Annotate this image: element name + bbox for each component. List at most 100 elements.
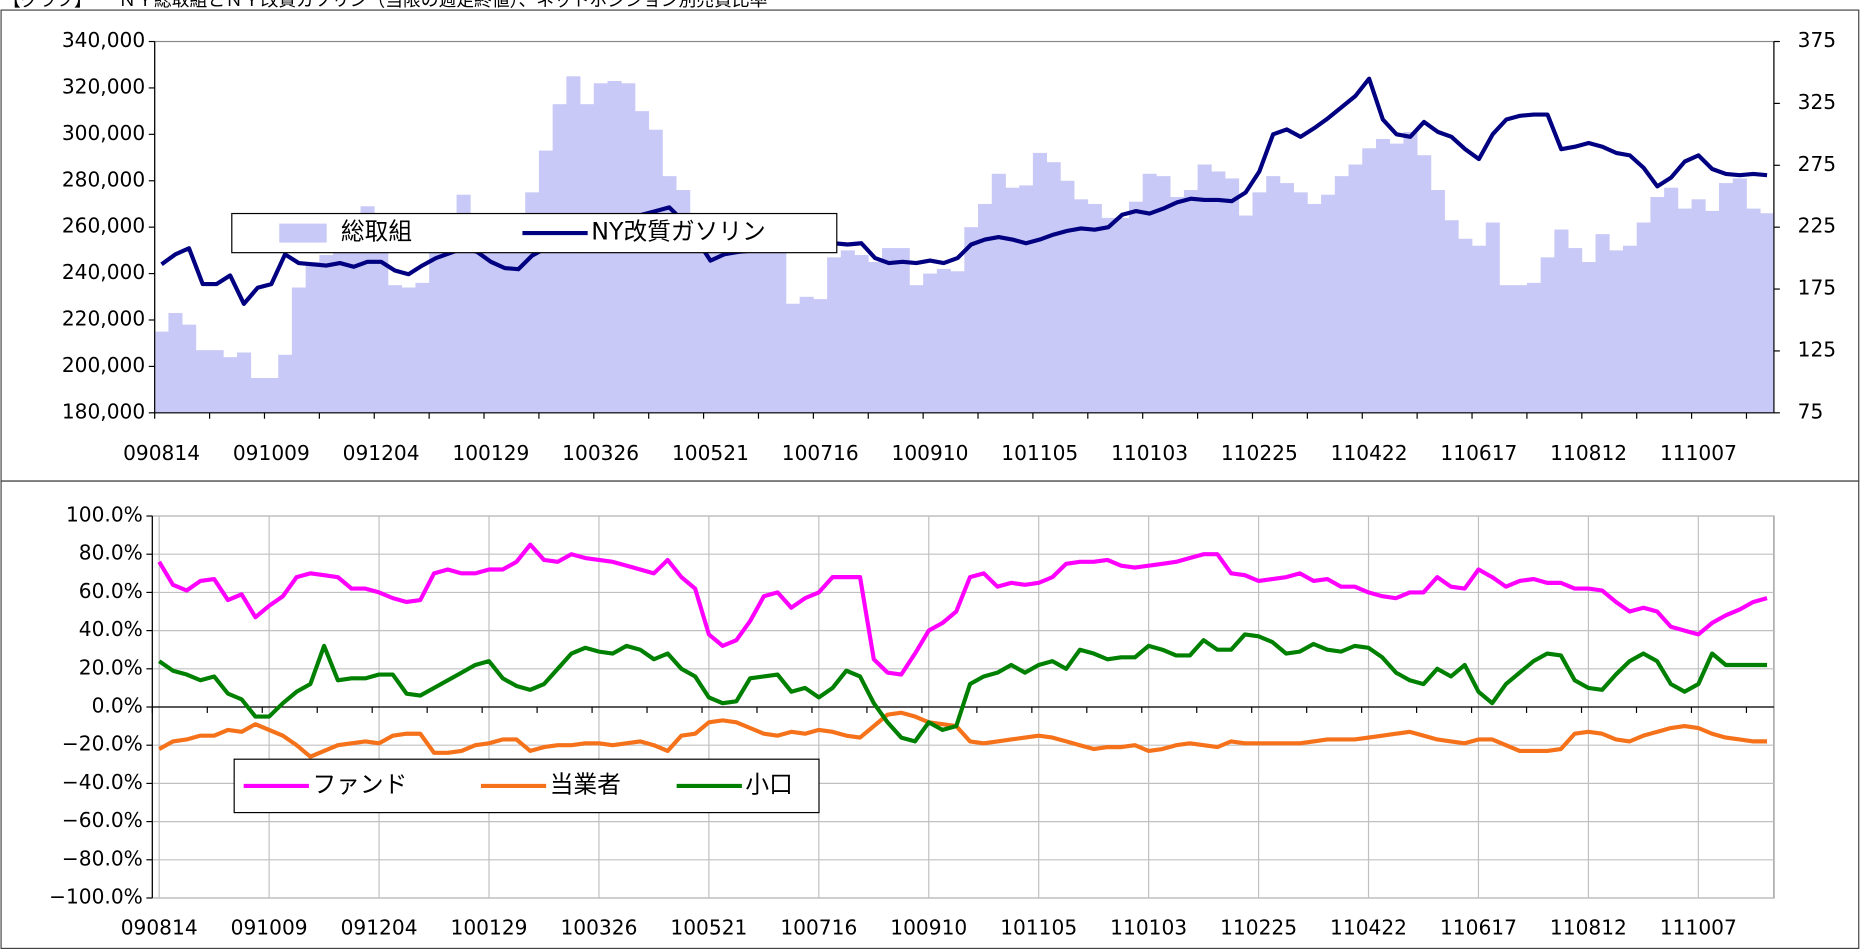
bar: [717, 250, 732, 413]
bar: [1156, 176, 1171, 413]
bar: [785, 303, 800, 413]
bar: [168, 313, 183, 413]
bar: [1732, 178, 1747, 413]
x-tick-label: 090814: [121, 915, 198, 939]
bar: [1266, 176, 1281, 413]
bar: [497, 245, 512, 413]
bar: [1417, 155, 1432, 413]
x-tick-label: 091204: [341, 915, 418, 939]
bar: [854, 255, 869, 413]
bar: [580, 104, 595, 413]
bar: [360, 206, 375, 413]
bar: [1019, 185, 1034, 413]
y-tick-label: −20.0%: [62, 732, 143, 756]
bar: [978, 203, 993, 413]
bar: [1430, 190, 1445, 413]
x-tick-label: 110225: [1221, 441, 1298, 465]
bar: [1348, 164, 1363, 413]
bar: [195, 350, 210, 413]
bar: [1458, 238, 1473, 413]
bar: [703, 238, 718, 413]
bar: [538, 150, 553, 413]
y2-tick-label: 375: [1798, 28, 1836, 52]
bar: [209, 350, 224, 413]
bar: [895, 248, 910, 413]
y2-tick-label: 325: [1798, 90, 1836, 114]
legend-label: 当業者: [550, 770, 621, 798]
bar: [1444, 220, 1459, 413]
bar: [1472, 245, 1487, 413]
bar: [1485, 222, 1500, 413]
bar: [1526, 282, 1542, 413]
x-tick-label: 090814: [123, 441, 200, 465]
bar: [1279, 183, 1294, 413]
bar: [1115, 217, 1130, 413]
bar: [1554, 229, 1569, 413]
y-tick-label: 260,000: [62, 214, 145, 238]
bar: [223, 357, 238, 413]
bar: [291, 287, 306, 413]
y-tick-label: 320,000: [62, 74, 145, 98]
bar: [799, 296, 814, 413]
legend-label: 総取組: [341, 218, 412, 246]
bar: [827, 257, 842, 413]
bar: [1101, 217, 1116, 413]
x-tick-label: 091009: [233, 441, 310, 465]
bar: [1074, 199, 1089, 413]
bar: [511, 227, 526, 413]
bar: [1252, 192, 1267, 413]
x-tick-label: 100716: [782, 441, 859, 465]
y-tick-label: 340,000: [62, 28, 145, 52]
x-tick-label: 110617: [1440, 441, 1517, 465]
bar: [182, 324, 197, 413]
bar: [1005, 187, 1020, 413]
x-tick-label: 100129: [451, 915, 528, 939]
bar: [154, 331, 169, 413]
bar: [415, 282, 430, 413]
bar: [1170, 196, 1185, 413]
bar: [470, 222, 485, 413]
bar: [1636, 222, 1651, 413]
bar: [1060, 180, 1075, 413]
bar: [278, 354, 293, 413]
bar: [1540, 257, 1555, 413]
bar: [689, 222, 704, 413]
legend-label: 小口: [745, 770, 792, 798]
x-tick-label: 100910: [890, 915, 967, 939]
bar: [1664, 187, 1679, 413]
bar: [744, 238, 759, 413]
bar: [1609, 250, 1624, 413]
bar: [1705, 210, 1720, 413]
bar: [1046, 162, 1061, 413]
bar: [648, 129, 663, 413]
bar: [772, 248, 787, 413]
bar: [1499, 285, 1514, 413]
bar: [1211, 171, 1226, 413]
bar: [1334, 176, 1349, 413]
bar: [1375, 138, 1391, 413]
legend-label: ファンド: [312, 770, 407, 798]
line: [160, 76, 1768, 306]
bar: [1238, 215, 1253, 413]
bar: [387, 285, 403, 413]
bar: [813, 299, 828, 413]
x-tick-label: 100910: [892, 441, 969, 465]
y-tick-label: 60.0%: [79, 579, 143, 603]
y-tick-label: −60.0%: [62, 808, 143, 832]
x-tick-label: 110422: [1331, 441, 1408, 465]
bar: [429, 250, 444, 413]
bar: [237, 352, 252, 413]
bar: [1581, 261, 1596, 413]
bar: [319, 255, 334, 413]
x-tick-label: 101105: [1001, 441, 1078, 465]
bar: [374, 222, 389, 413]
bar: [923, 273, 938, 413]
bar: [1513, 285, 1528, 413]
bar: [333, 250, 348, 413]
x-tick-label: 111007: [1660, 441, 1737, 465]
bar: [1746, 208, 1761, 413]
y2-tick-label: 125: [1798, 337, 1836, 361]
bar: [1719, 183, 1734, 413]
bar: [442, 222, 457, 413]
